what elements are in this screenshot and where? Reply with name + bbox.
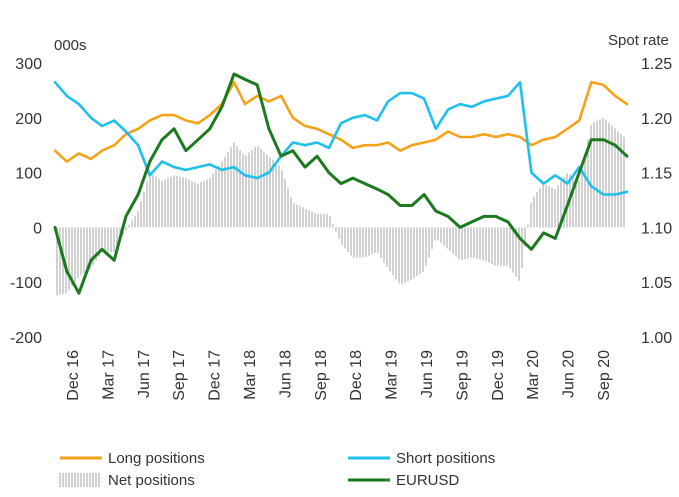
left-tick-label: -100 xyxy=(10,275,42,292)
x-tick-label: Mar 20 xyxy=(525,350,542,400)
series-lines xyxy=(53,72,629,295)
x-axis: Dec 16 Mar 17 Jun 17 Sep 17 Dec 17 Mar 18 Jun … xyxy=(65,350,613,401)
x-tick-label: Dec 16 xyxy=(65,350,82,401)
x-tick-label: Jun 20 xyxy=(561,350,578,398)
left-tick-label: 200 xyxy=(15,111,42,128)
x-tick-label: Jun 19 xyxy=(419,350,436,398)
legend-label: Net positions xyxy=(108,472,195,489)
legend: Long positions Short positions Net positio… xyxy=(59,450,495,489)
right-tick-label: 1.00 xyxy=(641,330,672,347)
right-axis: 1.25 1.20 1.15 1.10 1.05 1.00 xyxy=(641,56,672,347)
x-tick-label: Dec 17 xyxy=(207,350,224,401)
x-tick-label: Mar 17 xyxy=(100,350,117,400)
net-positions-bars xyxy=(56,118,625,296)
x-tick-label: Dec 19 xyxy=(490,350,507,401)
legend-label: EURUSD xyxy=(396,472,460,489)
left-tick-label: -200 xyxy=(10,330,42,347)
left-axis: 300 200 100 0 -100 -200 xyxy=(10,56,42,347)
short-positions-line xyxy=(53,80,629,196)
left-axis-unit: 000s xyxy=(54,37,87,54)
legend-label: Short positions xyxy=(396,450,495,467)
left-tick-label: 100 xyxy=(15,166,42,183)
x-tick-label: Sep 19 xyxy=(454,350,471,401)
x-tick-label: Sep 18 xyxy=(313,350,330,401)
left-tick-label: 300 xyxy=(15,56,42,73)
x-tick-label: Sep 20 xyxy=(596,350,613,401)
x-tick-label: Jun 17 xyxy=(136,350,153,398)
long-positions-line xyxy=(53,80,629,163)
right-tick-label: 1.05 xyxy=(641,275,672,292)
right-tick-label: 1.15 xyxy=(641,166,672,183)
right-tick-label: 1.20 xyxy=(641,111,672,128)
left-tick-label: 0 xyxy=(33,220,42,237)
legend-label: Long positions xyxy=(108,450,205,467)
x-tick-label: Mar 19 xyxy=(384,350,401,400)
eurusd-line xyxy=(53,72,629,295)
x-tick-label: Sep 17 xyxy=(171,350,188,401)
x-tick-label: Dec 18 xyxy=(348,350,365,401)
right-tick-label: 1.10 xyxy=(641,220,672,237)
right-axis-unit: Spot rate xyxy=(608,32,669,49)
x-tick-label: Jun 18 xyxy=(277,350,294,398)
x-tick-label: Mar 18 xyxy=(242,350,259,400)
right-tick-label: 1.25 xyxy=(641,56,672,73)
